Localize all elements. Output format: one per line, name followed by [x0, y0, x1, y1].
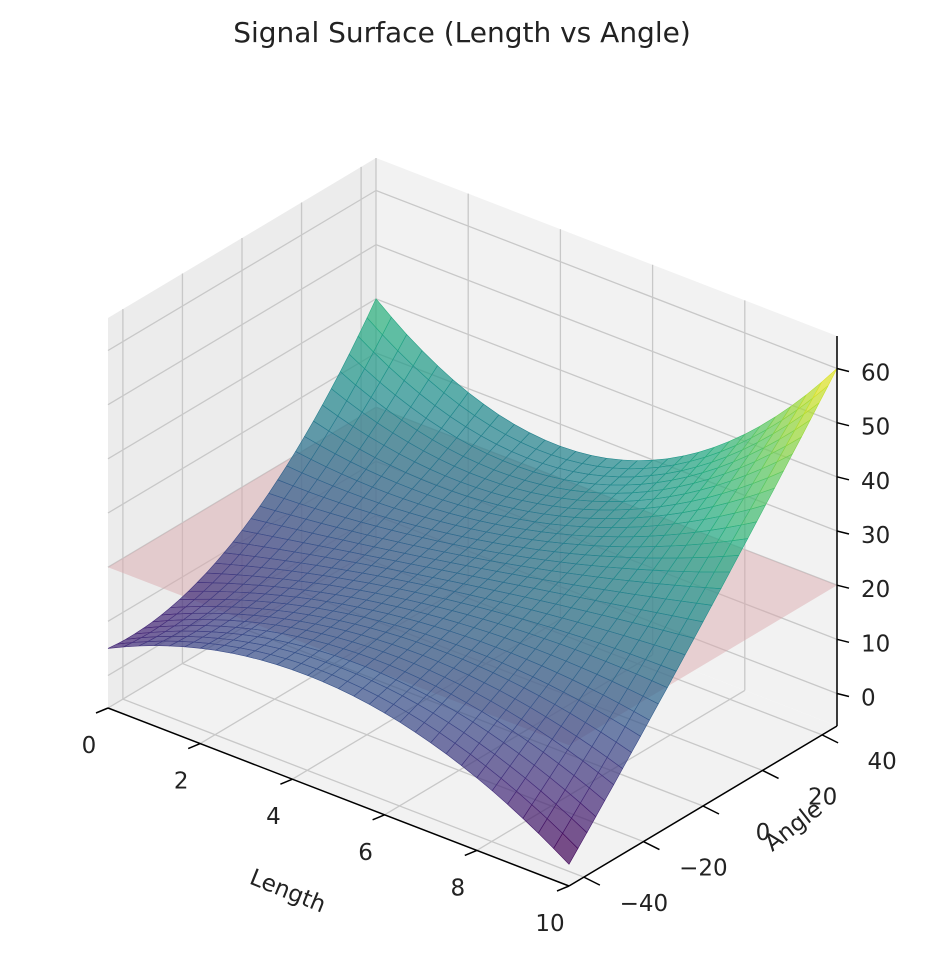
y-tick: [821, 734, 839, 744]
surface-facet: [553, 832, 579, 865]
z-tick: [836, 530, 850, 535]
x-tick-label: 0: [82, 733, 97, 759]
z-tick-label: 20: [861, 577, 890, 603]
grid-line-y: [122, 698, 585, 878]
y-tick-label: 20: [808, 784, 837, 810]
y-tick: [762, 769, 779, 780]
y-tick-label: −40: [620, 891, 669, 917]
y-tick: [702, 805, 720, 815]
y-tick-label: −20: [679, 856, 728, 882]
x-axis-line: [107, 707, 570, 887]
grid-line-z: [375, 244, 838, 424]
z-tick-label: 40: [861, 469, 890, 495]
grid-line-z: [107, 298, 377, 460]
z-tick-label: 60: [861, 361, 890, 387]
x-tick-label: 6: [358, 840, 373, 866]
x-tick: [464, 849, 478, 857]
tick-marks: [95, 367, 850, 892]
x-tick: [556, 885, 570, 892]
z-tick: [836, 476, 850, 481]
z-tick-label: 50: [861, 415, 890, 441]
z-tick: [836, 584, 850, 589]
x-tick-label: 4: [266, 804, 281, 830]
grid-line-z: [107, 189, 377, 352]
y-tick: [643, 840, 660, 851]
z-tick: [836, 367, 850, 373]
x-axis-label: Length: [246, 865, 329, 919]
x-tick: [372, 814, 385, 821]
y-tick-label: 40: [867, 749, 896, 775]
tick-labels: 0 2 4 6 8 10 −40 −20 0 20 40 0 10 20 30 40 50 60: [82, 361, 897, 938]
signal-surface: [107, 298, 838, 865]
z-tick: [836, 638, 850, 644]
grid-line-z: [375, 189, 838, 370]
z-tick-label: 0: [861, 686, 876, 712]
chart-title: Signal Surface (Length vs Angle): [233, 16, 691, 49]
y-tick: [583, 876, 601, 886]
z-tick-label: 10: [861, 631, 890, 657]
x-tick: [187, 742, 201, 750]
x-tick-label: 10: [535, 911, 564, 937]
y-tick-label: 0: [756, 820, 771, 846]
x-tick: [280, 778, 293, 785]
x-tick-label: 8: [450, 875, 465, 901]
z-tick: [836, 421, 850, 427]
grid-line-z: [107, 352, 377, 514]
grid-line-z: [107, 244, 377, 406]
z-tick-label: 30: [861, 523, 890, 549]
x-tick: [95, 707, 109, 714]
x-tick-label: 2: [174, 769, 189, 795]
z-tick: [836, 692, 850, 698]
